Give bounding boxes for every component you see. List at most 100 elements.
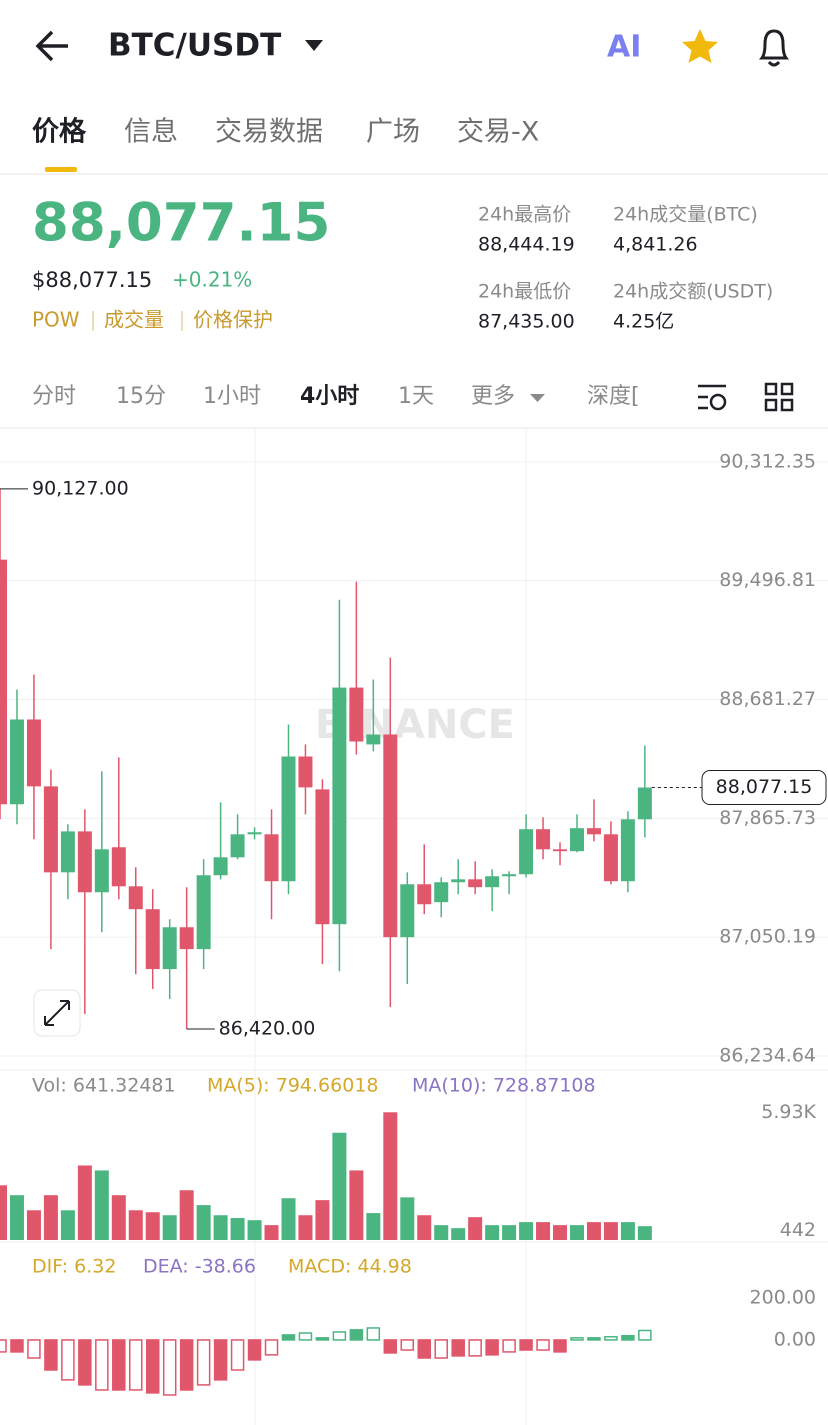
volume-bar [128, 1210, 143, 1240]
macd-bar [196, 1339, 211, 1386]
macd-bar [519, 1339, 533, 1351]
volume-bar [553, 1225, 568, 1240]
candle-body [230, 834, 245, 858]
candle-body [434, 882, 449, 903]
stat-label: 24h成交量(BTC) [613, 204, 758, 226]
candle-body [569, 828, 584, 852]
macd-bar [366, 1327, 381, 1341]
tab[interactable]: 广场 [366, 117, 420, 148]
candle-body [9, 719, 24, 805]
macd-bar [78, 1339, 92, 1386]
interval[interactable]: 1天 [398, 384, 434, 409]
volume-bar [502, 1225, 517, 1240]
stat-label: 24h成交额(USDT) [613, 281, 773, 303]
candle-body [145, 909, 160, 970]
layout-button[interactable] [764, 382, 794, 412]
tab[interactable]: 价格 [32, 117, 87, 148]
interval[interactable]: 深度[ [587, 384, 640, 409]
candle-body [451, 879, 466, 883]
min-label: 86,420.00 [219, 1017, 316, 1039]
volume-bar [536, 1222, 551, 1240]
macd-bar [621, 1334, 635, 1341]
tab[interactable]: 交易-X [457, 117, 539, 148]
macd-bar [27, 1339, 41, 1359]
tag[interactable]: 成交量 [104, 308, 164, 332]
volume-bar [451, 1228, 466, 1240]
macd-tick-label: 0.00 [774, 1328, 816, 1350]
stat-value: 4.25亿 [613, 311, 674, 333]
volume-bar [281, 1198, 296, 1240]
macd-bar [400, 1339, 415, 1351]
volume-bar [230, 1218, 245, 1240]
volume-bar [43, 1195, 58, 1240]
favorite-star[interactable] [682, 29, 718, 63]
macd-tick-label: 200.00 [750, 1286, 816, 1308]
volume-legend: MA(5): 794.66018 [207, 1075, 379, 1097]
last-price: 88,077.15 [32, 193, 330, 254]
tag[interactable]: POW [32, 308, 80, 332]
volume-bar [111, 1195, 126, 1240]
candle-body [366, 734, 381, 745]
volume-bar [26, 1210, 41, 1240]
alert-bell[interactable] [759, 29, 789, 67]
candle-body [111, 847, 126, 887]
candle-body [298, 756, 313, 788]
stat-label: 24h最低价 [478, 281, 571, 303]
price-change: +0.21% [172, 268, 252, 292]
volume-bar [60, 1210, 75, 1240]
volume-bar [400, 1197, 415, 1240]
back-button[interactable] [35, 30, 68, 62]
volume-bar [332, 1132, 347, 1240]
volume-bar [196, 1205, 211, 1240]
macd-bar [383, 1339, 398, 1354]
usd-price: $88,077.15 [32, 268, 152, 292]
macd-legend: DEA: -38.66 [143, 1256, 256, 1278]
candle-body [60, 831, 75, 873]
interval[interactable]: 1小时 [203, 384, 261, 409]
candle-body [0, 559, 7, 805]
pair-dropdown[interactable] [305, 40, 323, 51]
volume-bar [213, 1215, 228, 1240]
interval[interactable]: 15分 [116, 384, 166, 409]
macd-bar [349, 1329, 364, 1341]
candle-body [179, 927, 194, 950]
tab[interactable]: 交易数据 [215, 117, 323, 148]
y-tick-label: 88,681.27 [719, 688, 816, 710]
candle-body [349, 687, 364, 742]
macd-bar [230, 1339, 245, 1371]
candlestick-chart: 90,312.35 89,496.81 88,681.27 87,865.73 87,0… [0, 450, 828, 1396]
candle-body [26, 719, 41, 787]
tag[interactable]: 价格保护 [193, 308, 273, 332]
candle-body [196, 875, 211, 950]
candle-body [620, 819, 635, 882]
macd-bar [536, 1339, 550, 1351]
indicator-settings[interactable] [698, 384, 727, 411]
ai-button[interactable]: AI [607, 30, 641, 65]
volume-bar [77, 1165, 92, 1240]
pair-title[interactable]: BTC/USDT [108, 28, 281, 64]
tab-bar: 价格 信息 交易数据 广场 交易-X [32, 117, 539, 148]
interval-bar: 分时 15分 1小时 4小时 1天 更多 深度[ [32, 384, 640, 409]
volume-bar [383, 1112, 398, 1240]
macd-bar [61, 1339, 75, 1381]
macd-bar [332, 1331, 347, 1341]
tab[interactable]: 信息 [124, 117, 178, 148]
interval[interactable]: 分时 [32, 384, 76, 409]
y-tick-label: 86,234.64 [719, 1044, 816, 1066]
volume-bar [468, 1217, 483, 1240]
macd-bar [162, 1339, 177, 1396]
max-label: 90,127.00 [32, 477, 129, 499]
volume-bar [162, 1215, 177, 1240]
macd-bar [247, 1339, 262, 1361]
macd-bar [417, 1339, 431, 1359]
volume-bar [9, 1195, 24, 1240]
volume-bar [298, 1215, 313, 1240]
macd-bar [44, 1339, 58, 1371]
interval[interactable]: 4小时 [300, 384, 359, 409]
macd-bar [0, 1339, 7, 1353]
macd-bar [468, 1339, 482, 1357]
more-dropdown[interactable] [530, 394, 545, 402]
candle-body [162, 927, 177, 970]
interval[interactable]: 更多 [471, 384, 515, 409]
